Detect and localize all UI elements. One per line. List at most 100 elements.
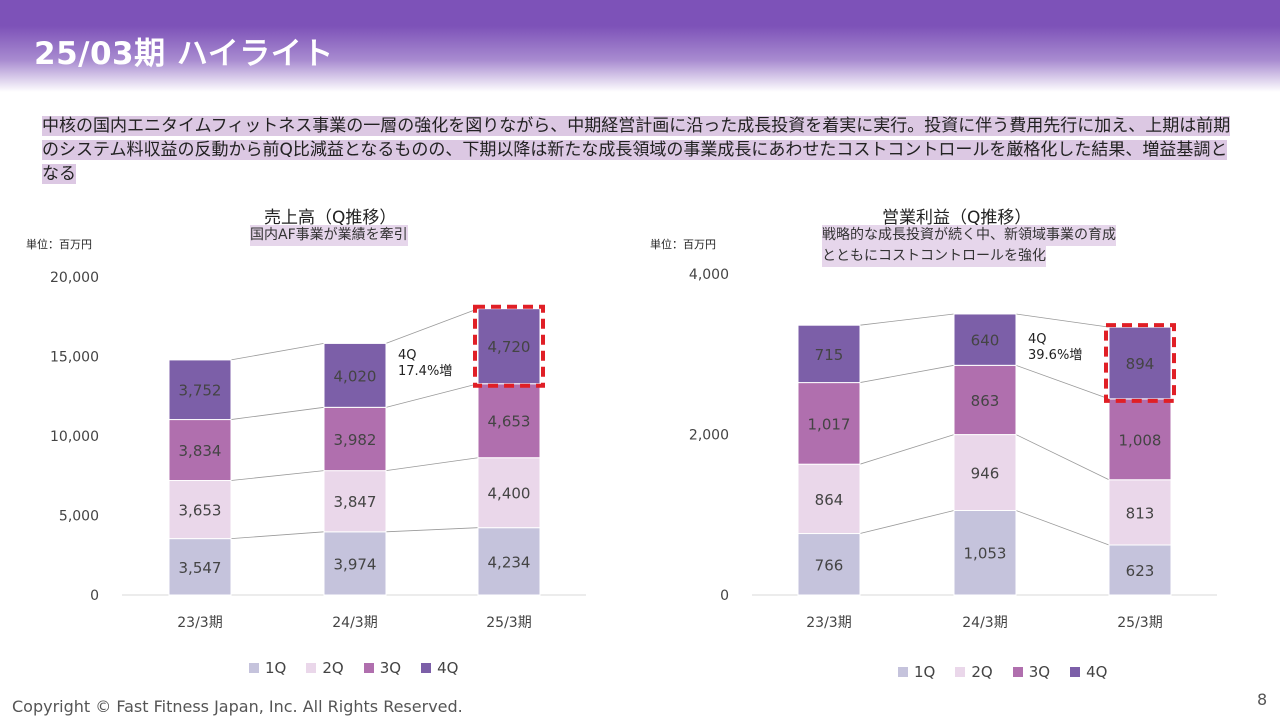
profit-chart-subtitle-2: とともにコストコントロールを強化 bbox=[822, 246, 1046, 267]
sales-bar-value-label: 3,974 bbox=[334, 555, 377, 573]
profit-bar-4q bbox=[797, 324, 861, 384]
sales-y-tick-label: 10,000 bbox=[50, 429, 99, 445]
page-number: 8 bbox=[1257, 690, 1268, 709]
profit-annotation-line2: 39.6%増 bbox=[1028, 348, 1082, 363]
profit-connector-line bbox=[859, 510, 955, 534]
summary-text: 中核の国内エニタイムフィットネス事業の一層の強化を図りながら、中期経営計画に沿っ… bbox=[42, 114, 1242, 186]
profit-bar-1q bbox=[1108, 544, 1172, 596]
sales-bar-4q bbox=[168, 359, 232, 421]
legend-swatch-3q bbox=[1012, 667, 1023, 677]
copyright: Copyright © Fast Fitness Japan, Inc. All… bbox=[12, 697, 463, 716]
profit-bar-value-label: 1,008 bbox=[1119, 431, 1162, 449]
sales-unit-label: 単位：百万円 bbox=[26, 238, 92, 251]
legend-item-1q: 1Q bbox=[249, 659, 286, 677]
sales-connector-line bbox=[230, 343, 325, 361]
profit-bar-value-label: 863 bbox=[971, 392, 1000, 410]
sales-bar-4q bbox=[323, 342, 387, 408]
sales-bar-value-label: 3,547 bbox=[179, 559, 222, 577]
legend-label-1q: 1Q bbox=[914, 663, 936, 681]
legend-swatch-1q bbox=[898, 667, 908, 677]
profit-highlight-box bbox=[1104, 323, 1176, 403]
profit-bar-value-label: 813 bbox=[1126, 504, 1155, 522]
sales-bar-3q bbox=[477, 383, 541, 459]
legend-item-2q: 2Q bbox=[955, 663, 993, 681]
profit-chart-subtitle-1: 戦略的な成長投資が続く中、新領域事業の育成 bbox=[822, 225, 1116, 246]
sales-bar-3q bbox=[323, 406, 387, 472]
profit-y-tick-label: 0 bbox=[720, 588, 729, 604]
profit-category-label: 25/3期 bbox=[1117, 615, 1162, 631]
sales-bar-1q bbox=[168, 538, 232, 596]
legend-swatch-1q bbox=[249, 663, 259, 673]
legend-label-2q: 2Q bbox=[971, 663, 993, 681]
profit-bar-1q bbox=[953, 509, 1017, 596]
sales-y-tick-label: 0 bbox=[90, 588, 99, 604]
profit-bar-value-label: 864 bbox=[815, 491, 844, 509]
sales-bar-value-label: 3,653 bbox=[179, 502, 222, 520]
sales-bar-3q bbox=[168, 419, 232, 482]
sales-bar-value-label: 4,234 bbox=[488, 553, 531, 571]
profit-y-tick-label: 2,000 bbox=[689, 428, 729, 444]
profit-bar-4q bbox=[953, 313, 1017, 366]
profit-bar-value-label: 946 bbox=[971, 465, 1000, 483]
sales-bar-value-label: 3,834 bbox=[179, 442, 222, 460]
sales-y-tick-label: 5,000 bbox=[59, 509, 99, 525]
sales-annotation-line1: 4Q bbox=[398, 348, 417, 363]
profit-bar-value-label: 894 bbox=[1126, 355, 1155, 373]
legend-swatch-2q bbox=[306, 663, 317, 673]
sales-bar-value-label: 4,020 bbox=[334, 367, 377, 385]
legend-item-3q: 3Q bbox=[1012, 663, 1050, 681]
sales-bar-2q bbox=[168, 480, 232, 540]
legend-label-3q: 3Q bbox=[379, 659, 402, 677]
profit-connector-line bbox=[859, 313, 955, 326]
sales-chart-title: 売上高（Q推移） bbox=[264, 208, 397, 228]
sales-bar-value-label: 4,653 bbox=[488, 413, 531, 431]
legend-swatch-2q bbox=[955, 667, 966, 677]
profit-bar-value-label: 766 bbox=[815, 556, 844, 574]
profit-bar-value-label: 623 bbox=[1126, 562, 1155, 580]
page-title: 25/03期 ハイライト bbox=[34, 36, 334, 72]
sales-y-tick-label: 15,000 bbox=[50, 350, 99, 366]
profit-connector-line bbox=[1015, 364, 1110, 400]
profit-category-label: 24/3期 bbox=[962, 615, 1007, 631]
legend-swatch-3q bbox=[363, 663, 374, 673]
sales-connector-line bbox=[385, 308, 479, 344]
profit-bar-value-label: 640 bbox=[971, 332, 1000, 350]
sales-connector-line bbox=[385, 527, 479, 533]
legend-item-4q: 4Q bbox=[1070, 663, 1107, 681]
sales-category-label: 24/3期 bbox=[332, 615, 377, 631]
sales-bar-1q bbox=[323, 531, 387, 596]
profit-connector-line bbox=[1015, 313, 1110, 328]
profit-bar-value-label: 715 bbox=[815, 346, 844, 364]
profit-bar-value-label: 1,017 bbox=[808, 415, 851, 433]
profit-unit-label: 単位：百万円 bbox=[650, 238, 716, 251]
profit-bar-2q bbox=[1108, 479, 1172, 546]
legend-item-3q: 3Q bbox=[363, 659, 402, 677]
profit-connector-line bbox=[859, 434, 955, 465]
legend-label-1q: 1Q bbox=[265, 659, 287, 677]
legend-label-4q: 4Q bbox=[1086, 663, 1108, 681]
sales-bar-2q bbox=[323, 470, 387, 533]
profit-annotation-line1: 4Q bbox=[1028, 332, 1047, 347]
sales-connector-line bbox=[385, 383, 479, 408]
profit-legend: 1Q 2Q 3Q 4Q bbox=[898, 663, 1107, 681]
sales-bar-value-label: 3,982 bbox=[334, 431, 377, 449]
profit-y-tick-label: 4,000 bbox=[689, 267, 729, 283]
sales-highlight-box bbox=[473, 304, 545, 388]
sales-bar-value-label: 4,720 bbox=[488, 338, 531, 356]
sales-connector-line bbox=[230, 470, 325, 481]
sales-bar-value-label: 4,400 bbox=[488, 485, 531, 503]
legend-item-1q: 1Q bbox=[898, 663, 935, 681]
sales-bar-value-label: 3,847 bbox=[334, 493, 377, 511]
profit-connector-line bbox=[859, 364, 955, 383]
sales-y-tick-label: 20,000 bbox=[50, 270, 99, 286]
sales-connector-line bbox=[230, 531, 325, 540]
header-bar: 25/03期 ハイライト bbox=[0, 0, 1280, 92]
sales-bar-value-label: 3,752 bbox=[179, 382, 222, 400]
profit-bar-4q bbox=[1108, 326, 1172, 400]
legend-label-4q: 4Q bbox=[437, 659, 459, 677]
legend-item-4q: 4Q bbox=[421, 659, 458, 677]
profit-bar-1q bbox=[797, 533, 861, 596]
legend-swatch-4q bbox=[421, 663, 432, 673]
profit-bar-3q bbox=[797, 382, 861, 465]
